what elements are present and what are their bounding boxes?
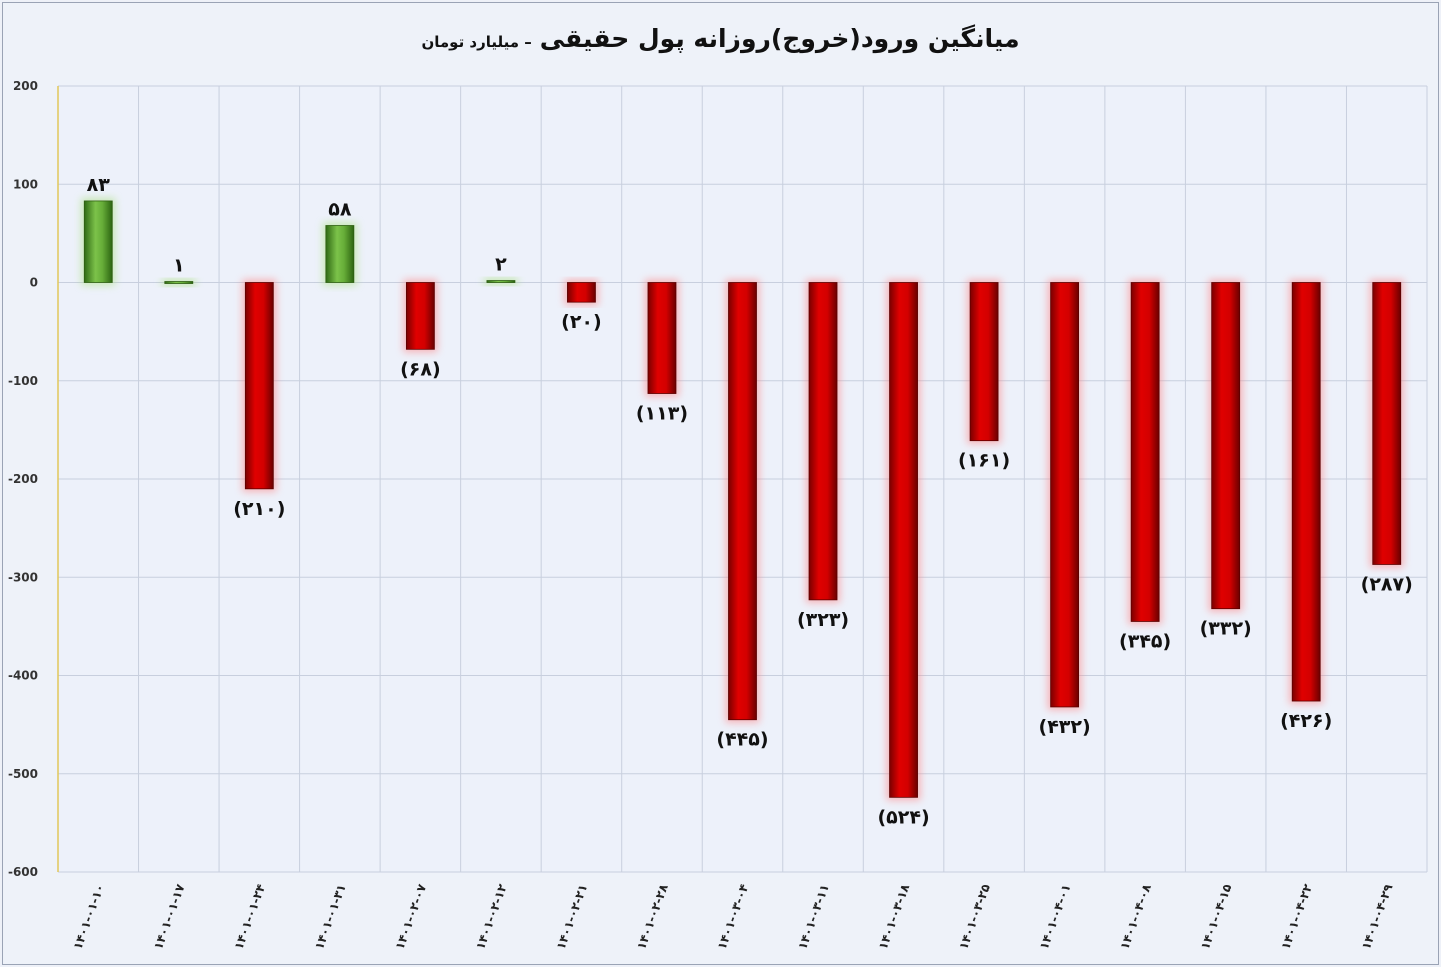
data-label: ۸۳ [87, 174, 111, 196]
bar [1291, 282, 1321, 702]
bar [83, 200, 113, 283]
x-tick-label: ۱۴۰۱-۰۱-۱۰ [70, 882, 107, 951]
bars [81, 197, 1404, 801]
bar [244, 282, 274, 490]
y-tick-label: -500 [8, 767, 38, 781]
data-label: (۲۸۷) [1361, 573, 1413, 595]
chart-title: میانگین ورود(خروج)روزانه پول حقیقی – میلی… [0, 24, 1441, 53]
x-tick-label: ۱۴۰۱-۰۱-۳۱ [312, 882, 349, 951]
x-tick-label: ۱۴۰۱-۰۲-۰۷ [393, 882, 430, 952]
x-tick-label: ۱۴۰۱-۰۴-۲۲ [1278, 882, 1315, 952]
data-label: ۱ [173, 255, 185, 277]
data-label: (۱۶۱) [958, 450, 1010, 472]
bar [1211, 282, 1241, 610]
y-tick-label: 0 [30, 276, 38, 290]
bar [164, 281, 194, 284]
data-label: (۴۳۲) [1039, 716, 1091, 738]
x-tick-label: ۱۴۰۱-۰۲-۱۲ [473, 882, 510, 952]
x-tick-label: ۱۴۰۱-۰۳-۲۵ [956, 882, 993, 951]
data-label: (۵۲۴) [877, 806, 929, 828]
x-tick-label: ۱۴۰۱-۰۲-۲۱ [554, 882, 591, 951]
data-label: (۴۲۶) [1280, 710, 1332, 732]
y-tick-label: -100 [8, 374, 38, 388]
x-tick-label: ۱۴۰۱-۰۴-۱۵ [1198, 882, 1235, 951]
data-label: (۶۸) [400, 358, 441, 380]
chart-subtitle: – میلیارد تومان [421, 33, 532, 51]
x-tick-label: ۱۴۰۱-۰۴-۰۸ [1117, 882, 1154, 952]
x-tick-label: ۱۴۰۱-۰۳-۱۸ [876, 882, 913, 952]
y-tick-label: -400 [8, 669, 38, 683]
data-labels: ۸۳ ۱ (۲۱۰) ۵۸ (۶۸) ۲ (۲۰) (۱۱۳) (۴۴۵) (۳۲۳) (۵۲۴) (… [87, 174, 1413, 828]
y-tick-label: -200 [8, 472, 38, 486]
bar [325, 225, 355, 283]
x-axis: ۱۴۰۱-۰۱-۱۰ ۱۴۰۱-۰۱-۱۷ ۱۴۰۱-۰۱-۲۴ ۱۴۰۱-۰۱-۳۱… [70, 882, 1395, 952]
bar [969, 282, 999, 442]
x-tick-label: ۱۴۰۱-۰۴-۲۹ [1359, 882, 1396, 952]
x-tick-label: ۱۴۰۱-۰۳-۰۴ [715, 882, 752, 951]
data-label: (۳۳۲) [1200, 618, 1252, 640]
data-label: ۵۸ [328, 199, 352, 221]
bar [889, 282, 918, 798]
bar [1372, 282, 1402, 565]
data-label: (۴۴۵) [716, 729, 768, 751]
y-tick-label: 100 [13, 177, 38, 191]
grid [57, 85, 1428, 873]
data-label: ۲ [495, 254, 507, 276]
x-tick-label: ۱۴۰۱-۰۳-۱۱ [795, 882, 832, 951]
bar [405, 282, 435, 350]
y-tick-label: -600 [8, 865, 38, 879]
y-tick-label: -300 [8, 570, 38, 584]
y-axis: 200 100 0 -100 -200 -300 -400 -500 -600 [8, 79, 59, 879]
data-label: (۳۲۳) [797, 609, 849, 631]
data-label: (۳۴۵) [1119, 630, 1171, 652]
data-label: (۲۰) [561, 311, 602, 333]
bar [647, 282, 677, 394]
bar [808, 282, 838, 601]
x-tick-label: ۱۴۰۱-۰۲-۲۸ [634, 882, 671, 952]
data-label: (۲۱۰) [233, 498, 285, 520]
bar [486, 280, 516, 283]
title-text: میانگین ورود(خروج)روزانه پول حقیقی [539, 24, 1020, 53]
bar [567, 282, 596, 303]
x-tick-label: ۱۴۰۱-۰۱-۱۷ [151, 882, 188, 952]
bar [728, 282, 757, 721]
x-tick-label: ۱۴۰۱-۰۱-۲۴ [232, 882, 269, 951]
bar [1130, 282, 1160, 622]
x-tick-label: ۱۴۰۱-۰۴-۰۱ [1037, 882, 1074, 951]
y-tick-label: 200 [13, 79, 38, 93]
data-label: (۱۱۳) [636, 403, 688, 425]
bar [1050, 282, 1080, 708]
